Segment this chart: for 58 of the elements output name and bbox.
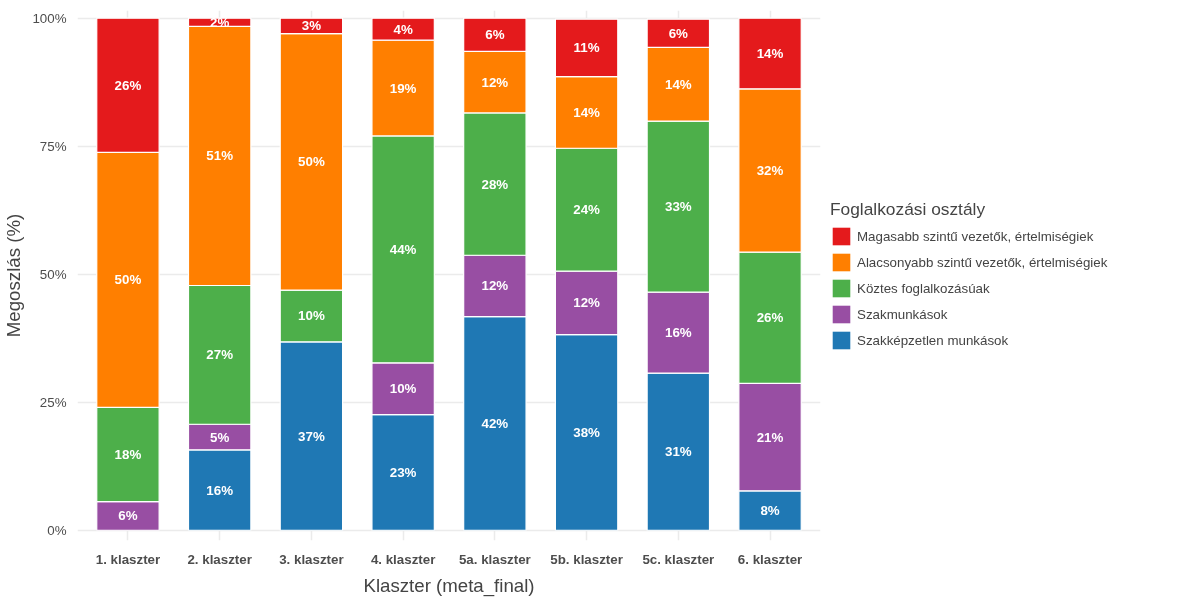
legend-label: Alacsonyabb szintű vezetők, értelmiségiek — [857, 254, 1108, 270]
x-tick-label: 5a. klaszter — [458, 551, 531, 567]
x-tick-label: 1. klaszter — [95, 551, 161, 567]
data-label: 12% — [481, 278, 509, 294]
y-tick-label: 50% — [39, 266, 67, 282]
data-label: 44% — [389, 241, 417, 257]
data-label: 16% — [664, 325, 692, 341]
data-label: 14% — [756, 46, 784, 62]
data-label: 28% — [481, 176, 509, 192]
y-tick-label: 100% — [32, 10, 67, 26]
data-label: 26% — [756, 310, 784, 326]
data-label: 21% — [756, 429, 784, 445]
data-label: 38% — [573, 424, 601, 440]
data-label: 3% — [301, 18, 322, 34]
y-tick-label: 75% — [39, 138, 67, 154]
data-label: 32% — [756, 163, 784, 179]
data-label: 6% — [118, 508, 138, 524]
data-label: 42% — [481, 415, 509, 431]
data-label: 14% — [664, 76, 692, 92]
x-tick-label: 6. klaszter — [737, 551, 803, 567]
data-label: 12% — [573, 295, 601, 311]
legend-label: Szakképzetlen munkások — [857, 332, 1009, 348]
data-label: 8% — [760, 503, 780, 519]
data-label: 11% — [573, 40, 600, 56]
data-label: 31% — [664, 444, 692, 460]
legend-title: Foglalkozási osztály — [830, 199, 987, 220]
x-tick-label: 4. klaszter — [370, 551, 436, 567]
data-label: 10% — [389, 381, 417, 397]
data-label: 23% — [389, 464, 417, 480]
data-label: 33% — [664, 199, 692, 215]
data-label: 12% — [481, 74, 509, 90]
data-label: 14% — [573, 104, 601, 120]
data-label: 4% — [393, 21, 413, 37]
data-label: 26% — [114, 77, 142, 93]
legend-label: Magasabb szintű vezetők, értelmiségiek — [857, 228, 1094, 244]
data-label: 16% — [206, 482, 234, 498]
legend-label: Köztes foglalkozásúak — [857, 280, 990, 296]
x-tick-label: 5c. klaszter — [642, 551, 715, 567]
data-label: 10% — [298, 308, 325, 324]
data-label: 51% — [206, 148, 234, 164]
data-label: 18% — [114, 446, 142, 462]
y-tick-label: 25% — [39, 394, 67, 410]
y-axis-title: Megoszlás (%) — [3, 213, 25, 338]
legend-label: Szakmunkások — [857, 306, 948, 322]
data-label: 50% — [114, 272, 142, 288]
data-label: 24% — [573, 202, 601, 218]
x-axis-title: Klaszter (meta_final) — [363, 574, 535, 597]
x-tick-label: 2. klaszter — [187, 551, 252, 567]
data-label: 27% — [206, 347, 234, 363]
data-label: 5% — [210, 429, 230, 445]
data-label: 6% — [668, 25, 689, 41]
data-label: 37% — [298, 428, 325, 444]
x-tick-label: 3. klaszter — [279, 551, 344, 567]
data-label: 6% — [485, 27, 505, 43]
data-label: 19% — [389, 80, 417, 96]
y-tick-label: 0% — [47, 522, 67, 538]
x-tick-label: 5b. klaszter — [550, 551, 623, 567]
data-label: 50% — [298, 154, 325, 170]
